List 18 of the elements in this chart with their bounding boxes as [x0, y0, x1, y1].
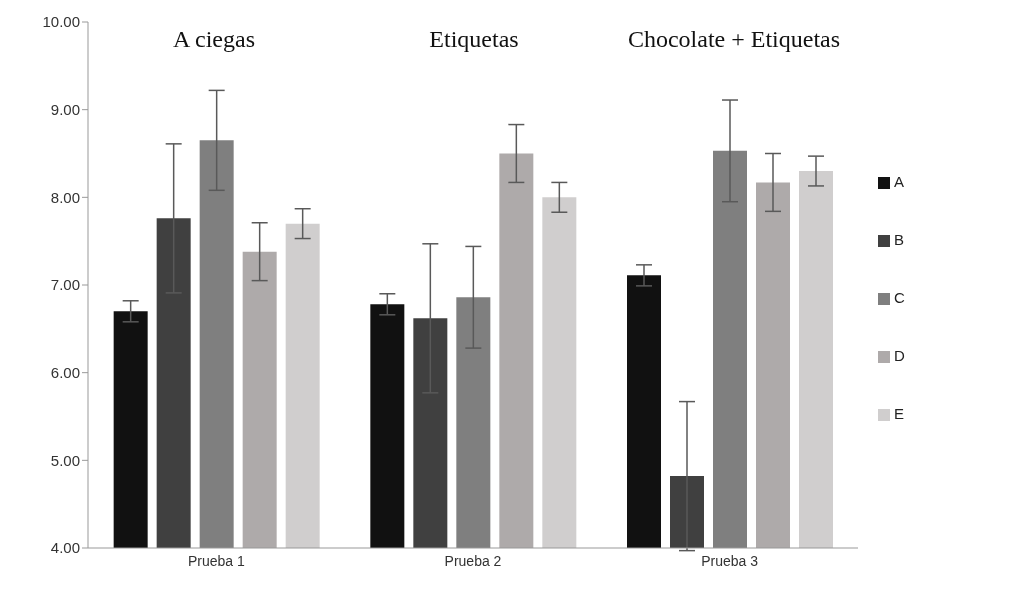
y-tick-label: 5.00 [50, 451, 80, 469]
y-tick-label: 4.00 [50, 539, 80, 557]
legend-label: D [894, 347, 905, 364]
annotation: Chocolate + Etiquetas [626, 26, 842, 53]
x-tick-label: Prueba 3 [701, 552, 759, 569]
y-tick-label: 6.00 [50, 363, 80, 381]
y-tick-label: 9.00 [50, 100, 80, 118]
y-tick-label: 10.00 [42, 13, 80, 31]
legend-label: C [894, 289, 905, 306]
legend-label: E [894, 405, 905, 422]
legend-label: B [894, 231, 905, 248]
y-tick-label: 7.00 [50, 276, 80, 294]
annotation: A ciegas [172, 26, 256, 53]
annotation: Etiquetas [428, 26, 520, 53]
legend-label: A [894, 173, 905, 190]
x-tick-label: Prueba 2 [444, 552, 502, 569]
y-tick-label: 8.00 [50, 188, 80, 206]
x-tick-label: Prueba 1 [187, 552, 245, 569]
